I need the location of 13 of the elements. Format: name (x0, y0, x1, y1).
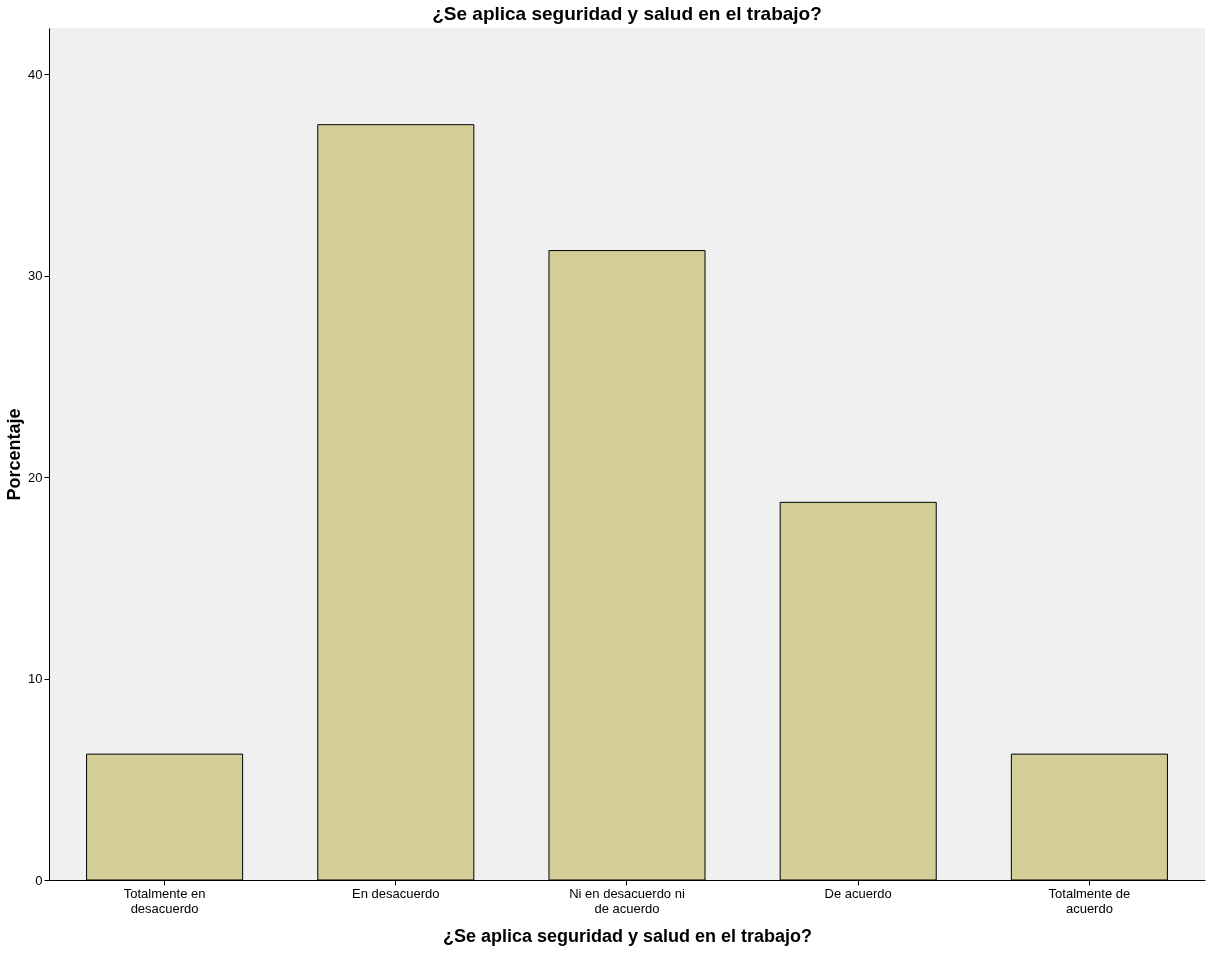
chart-title: ¿Se aplica seguridad y salud en el trabajo? (432, 3, 822, 24)
x-tick-label: Totalmente de acuerdo (1048, 885, 1131, 916)
x-axis-title: ¿Se aplica seguridad y salud en el trabajo? (442, 925, 813, 946)
x-tick-label: Ni en desacuerdo ni de acuerdo (569, 885, 685, 916)
y-tick-label: 20 (28, 469, 43, 485)
x-tick-label: De acuerdo (824, 885, 892, 901)
y-axis-title: Porcentaje (4, 408, 25, 501)
y-tick-label: 40 (28, 66, 43, 82)
y-tick-label: 30 (28, 268, 43, 284)
x-tick-label: Totalmente en desacuerdo (123, 885, 206, 916)
y-tick-label: 0 (35, 872, 43, 888)
y-tick-label: 10 (28, 671, 43, 687)
x-tick-label: En desacuerdo (352, 885, 440, 901)
